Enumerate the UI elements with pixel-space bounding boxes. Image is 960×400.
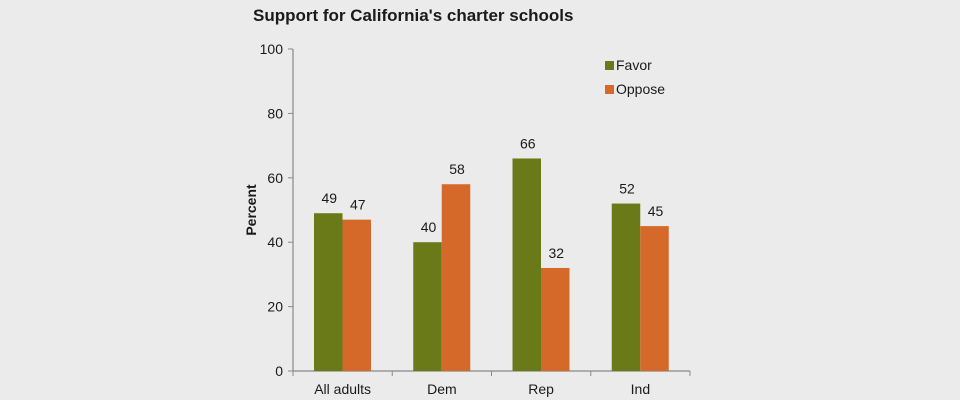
bar-favor bbox=[314, 213, 343, 371]
y-tick-label: 20 bbox=[267, 299, 283, 315]
data-label: 66 bbox=[520, 135, 536, 151]
legend-swatch-favor bbox=[605, 61, 614, 70]
legend-swatch-oppose bbox=[605, 85, 614, 94]
x-tick-label: Ind bbox=[631, 381, 650, 397]
data-label: 45 bbox=[648, 203, 664, 219]
legend-label-favor: Favor bbox=[616, 57, 652, 73]
y-axis-label: Percent bbox=[243, 184, 259, 236]
y-tick-label: 100 bbox=[260, 41, 284, 57]
bar-oppose bbox=[640, 226, 669, 371]
bar-favor bbox=[512, 158, 541, 371]
bar-favor bbox=[611, 203, 641, 371]
bar-favor bbox=[413, 242, 442, 371]
data-label: 49 bbox=[321, 190, 337, 206]
y-tick-label: 40 bbox=[267, 234, 283, 250]
bar-oppose bbox=[342, 219, 371, 371]
data-label: 40 bbox=[421, 219, 437, 235]
x-tick-label: Rep bbox=[528, 381, 554, 397]
bar-oppose bbox=[441, 184, 471, 371]
chart-title: Support for California's charter schools bbox=[253, 6, 574, 25]
data-label: 47 bbox=[350, 197, 366, 213]
y-tick-label: 60 bbox=[267, 170, 283, 186]
data-label: 32 bbox=[548, 245, 564, 261]
bar-oppose bbox=[541, 267, 570, 371]
data-label: 52 bbox=[619, 181, 635, 197]
x-tick-label: Dem bbox=[427, 381, 457, 397]
x-tick-label: All adults bbox=[314, 381, 371, 397]
legend-label-oppose: Oppose bbox=[616, 81, 665, 97]
y-tick-label: 80 bbox=[267, 105, 283, 121]
y-tick-label: 0 bbox=[275, 363, 283, 379]
data-label: 58 bbox=[449, 161, 465, 177]
